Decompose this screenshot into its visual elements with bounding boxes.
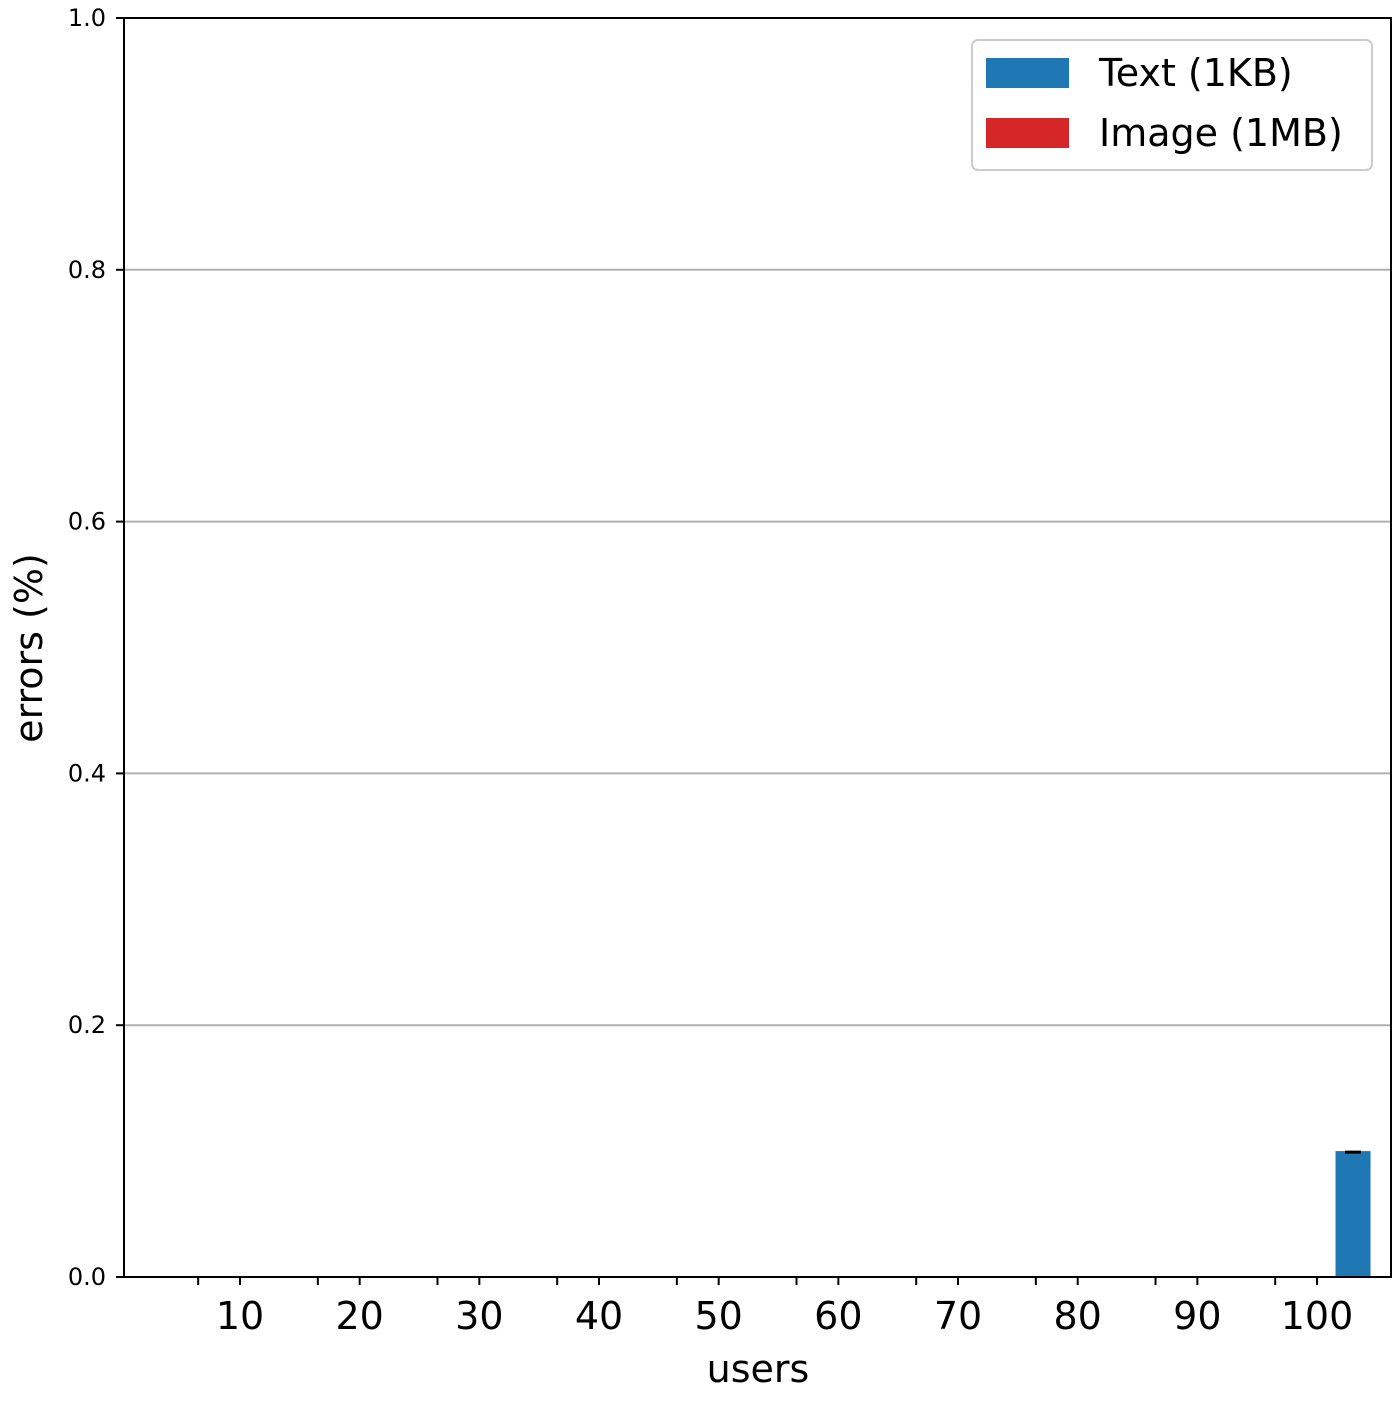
y-tick-label: 0.8 xyxy=(68,256,106,284)
x-tick-label: 60 xyxy=(814,1294,862,1338)
x-tick-label: 40 xyxy=(575,1294,623,1338)
legend-swatch-0 xyxy=(986,58,1069,88)
x-tick-label: 30 xyxy=(455,1294,503,1338)
plot-frame xyxy=(123,17,1392,1278)
x-tick-label: 90 xyxy=(1173,1294,1221,1338)
y-tick-label: 1.0 xyxy=(68,4,106,32)
y-tick-label: 0.0 xyxy=(68,1263,106,1291)
legend-label-1: Image (1MB) xyxy=(1099,111,1343,155)
gridlines xyxy=(124,268,1391,1027)
legend: Text (1KB) Image (1MB) xyxy=(971,39,1373,171)
x-tick-label: 20 xyxy=(335,1294,383,1338)
y-axis-ticks: 0.0 0.2 0.4 0.6 0.8 1.0 xyxy=(68,4,124,1291)
x-tick-label: 10 xyxy=(216,1294,264,1338)
bar-0-100 xyxy=(1335,1151,1371,1277)
x-tick-label: 80 xyxy=(1054,1294,1102,1338)
legend-label-0: Text (1KB) xyxy=(1098,51,1293,95)
bars xyxy=(1335,1150,1371,1277)
x-tick-label: 100 xyxy=(1281,1294,1354,1338)
legend-box xyxy=(971,39,1373,171)
y-axis-label: errors (%) xyxy=(7,553,51,743)
y-tick-label: 0.6 xyxy=(68,508,106,536)
x-tick-label: 50 xyxy=(695,1294,743,1338)
y-tick-label: 0.2 xyxy=(68,1011,106,1039)
x-tick-label: 70 xyxy=(934,1294,982,1338)
y-tick-label: 0.4 xyxy=(68,759,106,787)
legend-swatch-1 xyxy=(986,118,1069,148)
x-axis-label: users xyxy=(707,1347,810,1391)
x-axis-ticks: 10 20 30 40 50 60 70 80 90 100 xyxy=(197,1277,1354,1338)
